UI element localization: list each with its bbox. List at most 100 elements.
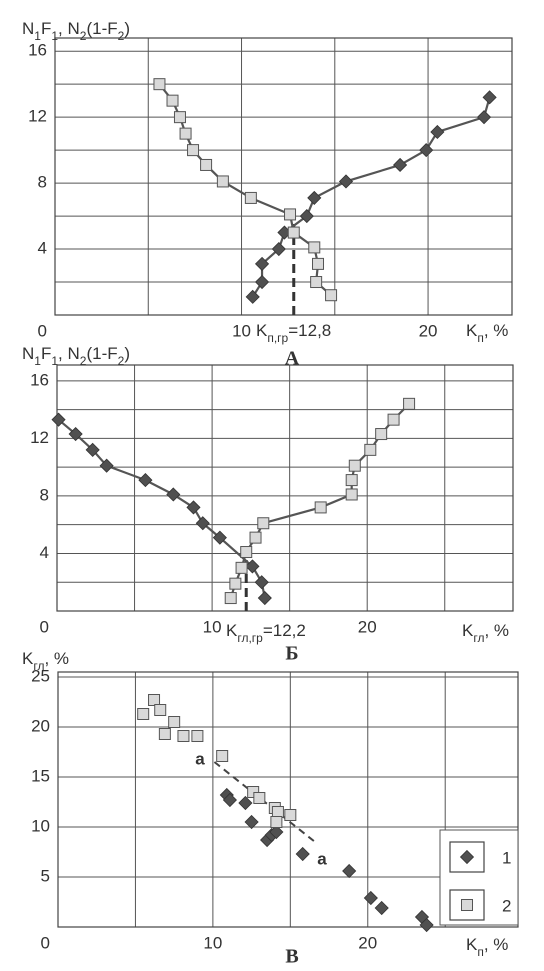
- data-point: [244, 814, 259, 830]
- label-part: гл: [473, 631, 484, 645]
- label-part: гл,гр: [237, 631, 263, 645]
- data-point: [240, 546, 253, 559]
- label-part: гл: [33, 659, 44, 673]
- label-part: K: [466, 935, 478, 954]
- y-axis-label: N1F1, N2(1-F2): [22, 19, 130, 43]
- data-point: [229, 577, 242, 590]
- label-part: п: [477, 945, 484, 959]
- annotation: a: [317, 849, 327, 868]
- data-point: [482, 90, 497, 105]
- label-part: п: [477, 331, 484, 345]
- data-point: [238, 795, 253, 811]
- plot-area: [55, 38, 512, 315]
- data-point: [310, 276, 323, 289]
- threshold-label: Kп,гр=12,8: [256, 321, 331, 345]
- data-point: [287, 226, 300, 239]
- label-part: , %: [484, 935, 509, 954]
- label-part: F: [41, 19, 51, 38]
- label-part: 2: [80, 354, 87, 368]
- label-part: K: [22, 649, 34, 668]
- data-point: [307, 190, 322, 206]
- data-point: [325, 289, 338, 302]
- data-point: [154, 704, 167, 716]
- data-point: [166, 487, 181, 502]
- plot-frame: [57, 671, 519, 928]
- label-part: 1: [51, 354, 58, 368]
- data-point: [254, 575, 269, 590]
- data-point: [212, 530, 227, 545]
- label-part: ): [124, 19, 130, 38]
- label-part: K: [256, 321, 268, 340]
- label-part: (1-F: [86, 19, 117, 38]
- data-point: [177, 730, 190, 742]
- label-part: K: [466, 321, 478, 340]
- data-point: [195, 516, 210, 531]
- label-part: , %: [44, 649, 69, 668]
- data-point: [186, 500, 201, 515]
- caption: А: [285, 348, 300, 370]
- y-tick-label: 12: [30, 428, 49, 447]
- data-point: [173, 111, 186, 124]
- label-part: 1: [34, 29, 41, 43]
- data-point: [269, 824, 284, 840]
- data-point: [284, 809, 297, 821]
- data-point: [312, 257, 325, 270]
- label-part: ): [124, 344, 130, 363]
- data-point: [342, 863, 357, 879]
- data-point: [138, 473, 153, 488]
- y-axis-label: N1F1, N2(1-F2): [22, 344, 130, 368]
- label-part: N: [22, 19, 34, 38]
- x-tick-label: 10: [232, 321, 251, 340]
- y-tick-label: 25: [31, 666, 50, 685]
- data-point: [158, 728, 171, 740]
- data-point: [419, 917, 434, 933]
- label-part: , N: [58, 19, 80, 38]
- legend-marker: [459, 849, 475, 865]
- data-point: [200, 158, 213, 171]
- data-point: [430, 124, 445, 140]
- y-tick-label: 16: [30, 370, 49, 389]
- x-axis-label: Kп, %: [466, 935, 508, 959]
- data-point: [245, 559, 260, 574]
- data-point: [387, 413, 400, 426]
- y-tick-label: 0: [41, 933, 50, 952]
- data-point: [235, 561, 248, 574]
- y-tick-label: 5: [41, 866, 50, 885]
- data-point: [168, 716, 181, 728]
- data-point: [153, 78, 166, 91]
- label-part: N: [22, 344, 34, 363]
- label-part: , %: [484, 321, 509, 340]
- x-axis-label: Kгл, %: [462, 621, 509, 645]
- label-part: K: [226, 621, 238, 640]
- label-part: F: [41, 344, 51, 363]
- label-part: (1-F: [86, 344, 117, 363]
- y-tick-label: 4: [40, 543, 49, 562]
- data-point: [253, 792, 266, 804]
- y-tick-label: 20: [31, 716, 50, 735]
- data-point: [271, 241, 286, 257]
- label-part: 1: [51, 29, 58, 43]
- threshold-label: Kгл,гр=12,2: [226, 621, 306, 645]
- caption: Б: [285, 643, 298, 665]
- data-point: [345, 474, 358, 487]
- data-point: [314, 501, 327, 514]
- data-point: [68, 426, 83, 442]
- plot-area: [57, 365, 513, 611]
- x-tick-label: 10: [203, 617, 222, 636]
- data-point: [271, 806, 284, 818]
- y-tick-label: 8: [40, 485, 49, 504]
- x-tick-label: 10: [203, 933, 222, 952]
- caption: В: [285, 946, 298, 968]
- label-part: 2: [118, 29, 125, 43]
- label-part: , %: [484, 621, 509, 640]
- data-point: [85, 442, 100, 457]
- x-axis-label: Kп, %: [466, 321, 508, 345]
- data-point: [348, 459, 361, 472]
- data-point: [419, 143, 434, 158]
- y-axis-label: Kгл, %: [22, 649, 69, 673]
- data-point: [99, 458, 114, 473]
- data-point: [270, 816, 283, 828]
- plot-frame: [54, 37, 513, 316]
- data-point: [476, 110, 492, 125]
